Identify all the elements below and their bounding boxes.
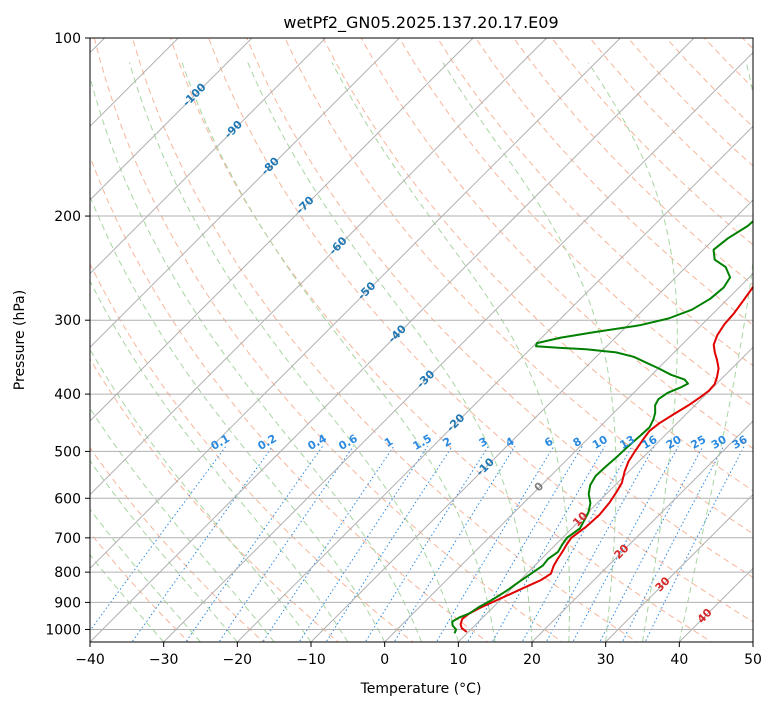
mixing-ratio-line [466,445,583,642]
isotherm-line [162,51,753,642]
moist-adiabat [678,62,753,642]
mixing-ratio-line [393,445,516,642]
dry-adiabat [284,38,753,535]
y-tick-label: 800 [54,565,81,581]
moist-adiabat [181,62,496,642]
x-tick-label: 10 [449,652,467,668]
x-tick-label: 40 [670,652,688,668]
dry-adiabat [475,38,753,326]
x-tick-label: −10 [296,652,326,668]
background-lines [90,38,753,642]
mixing-ratio-line [599,445,704,642]
x-tick-label: 0 [380,652,389,668]
dry-adiabat [398,38,753,408]
x-tick-label: −30 [149,652,179,668]
plot-frame [89,37,754,643]
isotherm-line [90,38,401,349]
y-tick-label: 200 [54,209,81,225]
mixing-ratio-line [262,445,395,642]
moist-adiabat [90,554,165,642]
isotherm-line [310,199,753,642]
dry-adiabat [322,38,753,492]
dry-adiabat [90,155,489,642]
y-tick-label: 400 [54,387,81,403]
moist-adiabat [90,195,386,642]
isotherm-line [604,493,753,642]
y-tick-label: 100 [54,31,81,47]
x-axis-label: Temperature (°C) [360,681,482,697]
moist-adiabat [90,459,238,642]
mixing-ratio-line [364,445,489,642]
y-tick-label: 1000 [45,622,81,638]
moist-adiabat [128,62,459,642]
temperature-profile-line [459,285,753,633]
isotherm-line [90,38,327,275]
x-tick-label: 50 [744,652,762,668]
dry-adiabat [360,38,753,450]
mixing-ratio-line [298,445,429,642]
isotherm-line [236,125,753,642]
isotherm-line [457,346,753,642]
moist-adiabat [247,62,533,642]
moist-adiabat [331,62,570,642]
isotherm-line [90,38,622,570]
moist-adiabat [90,280,349,642]
isotherm-line [90,38,695,642]
mixing-ratio-line [325,445,453,642]
dry-adiabat [246,38,753,578]
dry-adiabat [436,38,753,367]
moist-adiabat [587,62,678,642]
y-axis-label: Pressure (hPa) [12,290,28,390]
dry-adiabat [90,262,414,642]
y-tick-label: 700 [54,531,81,547]
dewpoint-profile-line [451,219,753,634]
moist-adiabat [442,62,617,642]
moist-adiabat [90,348,312,642]
axes: −40 −30 −20 −10 0 10 20 30 40 50 100 200 300 400 500 60… [45,31,762,668]
x-tick-label: −40 [75,652,105,668]
mixing-ratio-line [90,445,227,632]
x-tick-label: 20 [523,652,541,668]
mixing-ratio-line [185,445,324,642]
profile-lines [451,219,753,634]
mixing-ratio-line [435,445,555,642]
moist-adiabat [90,508,201,642]
dry-adiabat [170,38,713,642]
y-tick-label: 900 [54,595,81,611]
y-tick-label: 300 [54,313,81,329]
isotherm-line [90,38,253,201]
isotherm-line [90,38,548,496]
moist-adiabat [90,407,275,642]
isotherm-line [383,272,753,642]
mixing-ratio-line [218,445,354,642]
moist-adiabat [90,75,422,642]
x-tick-label: 30 [597,652,615,668]
y-tick-label: 600 [54,491,81,507]
y-tick-label: 500 [54,444,81,460]
x-tick-label: −20 [223,652,253,668]
isotherm-line [90,38,474,422]
mixing-ratio-line [572,445,679,642]
dry-adiabat [513,38,753,286]
chart-title: wetPf2_GN05.2025.137.20.17.E09 [283,13,558,33]
isotherm-line [531,420,753,642]
